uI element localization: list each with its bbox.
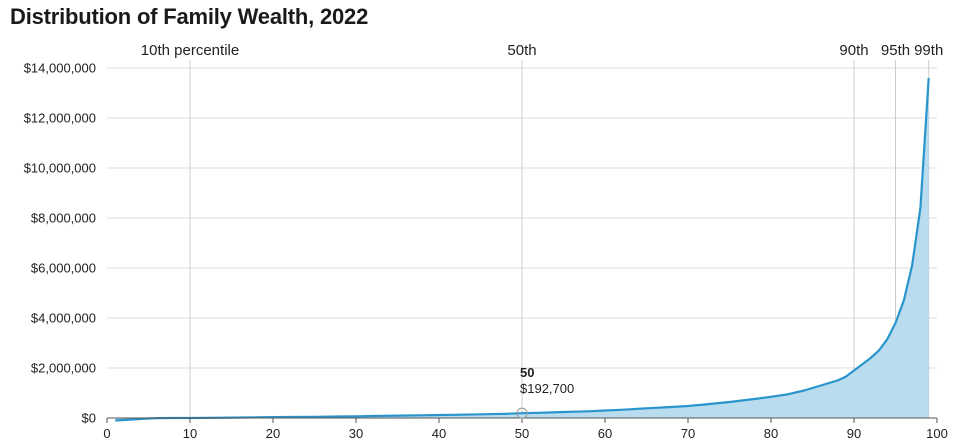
x-tick-label: 90 bbox=[847, 426, 861, 441]
annotation-layer: 50$192,700 bbox=[516, 365, 574, 419]
axis-layer: $0 $2,000,000 $4,000,000 $6,000,000 $8,000,0… bbox=[24, 61, 948, 442]
annotation-marker bbox=[516, 407, 528, 419]
y-tick-label: $14,000,000 bbox=[24, 61, 96, 76]
x-tick-label: 50 bbox=[515, 426, 529, 441]
reference-label: 50th bbox=[507, 42, 536, 59]
reference-label: 90th bbox=[839, 42, 868, 59]
x-tick-label: 100 bbox=[926, 426, 948, 441]
x-tick-label: 60 bbox=[598, 426, 612, 441]
x-tick-label: 0 bbox=[103, 426, 110, 441]
x-tick-label: 20 bbox=[266, 426, 280, 441]
y-tick-label: $10,000,000 bbox=[24, 161, 96, 176]
annotation-value: $192,700 bbox=[520, 381, 574, 396]
x-tick-label: 70 bbox=[681, 426, 695, 441]
y-tick-label: $6,000,000 bbox=[31, 261, 96, 276]
x-tick-label: 30 bbox=[349, 426, 363, 441]
y-tick-label: $12,000,000 bbox=[24, 111, 96, 126]
x-tick-label: 40 bbox=[432, 426, 446, 441]
y-tick-label: $4,000,000 bbox=[31, 311, 96, 326]
chart-title: Distribution of Family Wealth, 2022 bbox=[10, 4, 369, 29]
reference-label: 99th bbox=[914, 42, 943, 59]
wealth-area-fill bbox=[115, 78, 929, 421]
annotation-title: 50 bbox=[520, 365, 534, 380]
y-tick-label: $8,000,000 bbox=[31, 211, 96, 226]
y-tick-label: $0 bbox=[82, 411, 96, 426]
x-tick-label: 10 bbox=[183, 426, 197, 441]
reference-label: 95th bbox=[881, 42, 910, 59]
y-tick-label: $2,000,000 bbox=[31, 361, 96, 376]
reference-label: 10th percentile bbox=[141, 42, 239, 59]
reference-lines: 10th percentile 50th 90th 95th 99th bbox=[141, 42, 943, 418]
x-tick-label: 80 bbox=[764, 426, 778, 441]
